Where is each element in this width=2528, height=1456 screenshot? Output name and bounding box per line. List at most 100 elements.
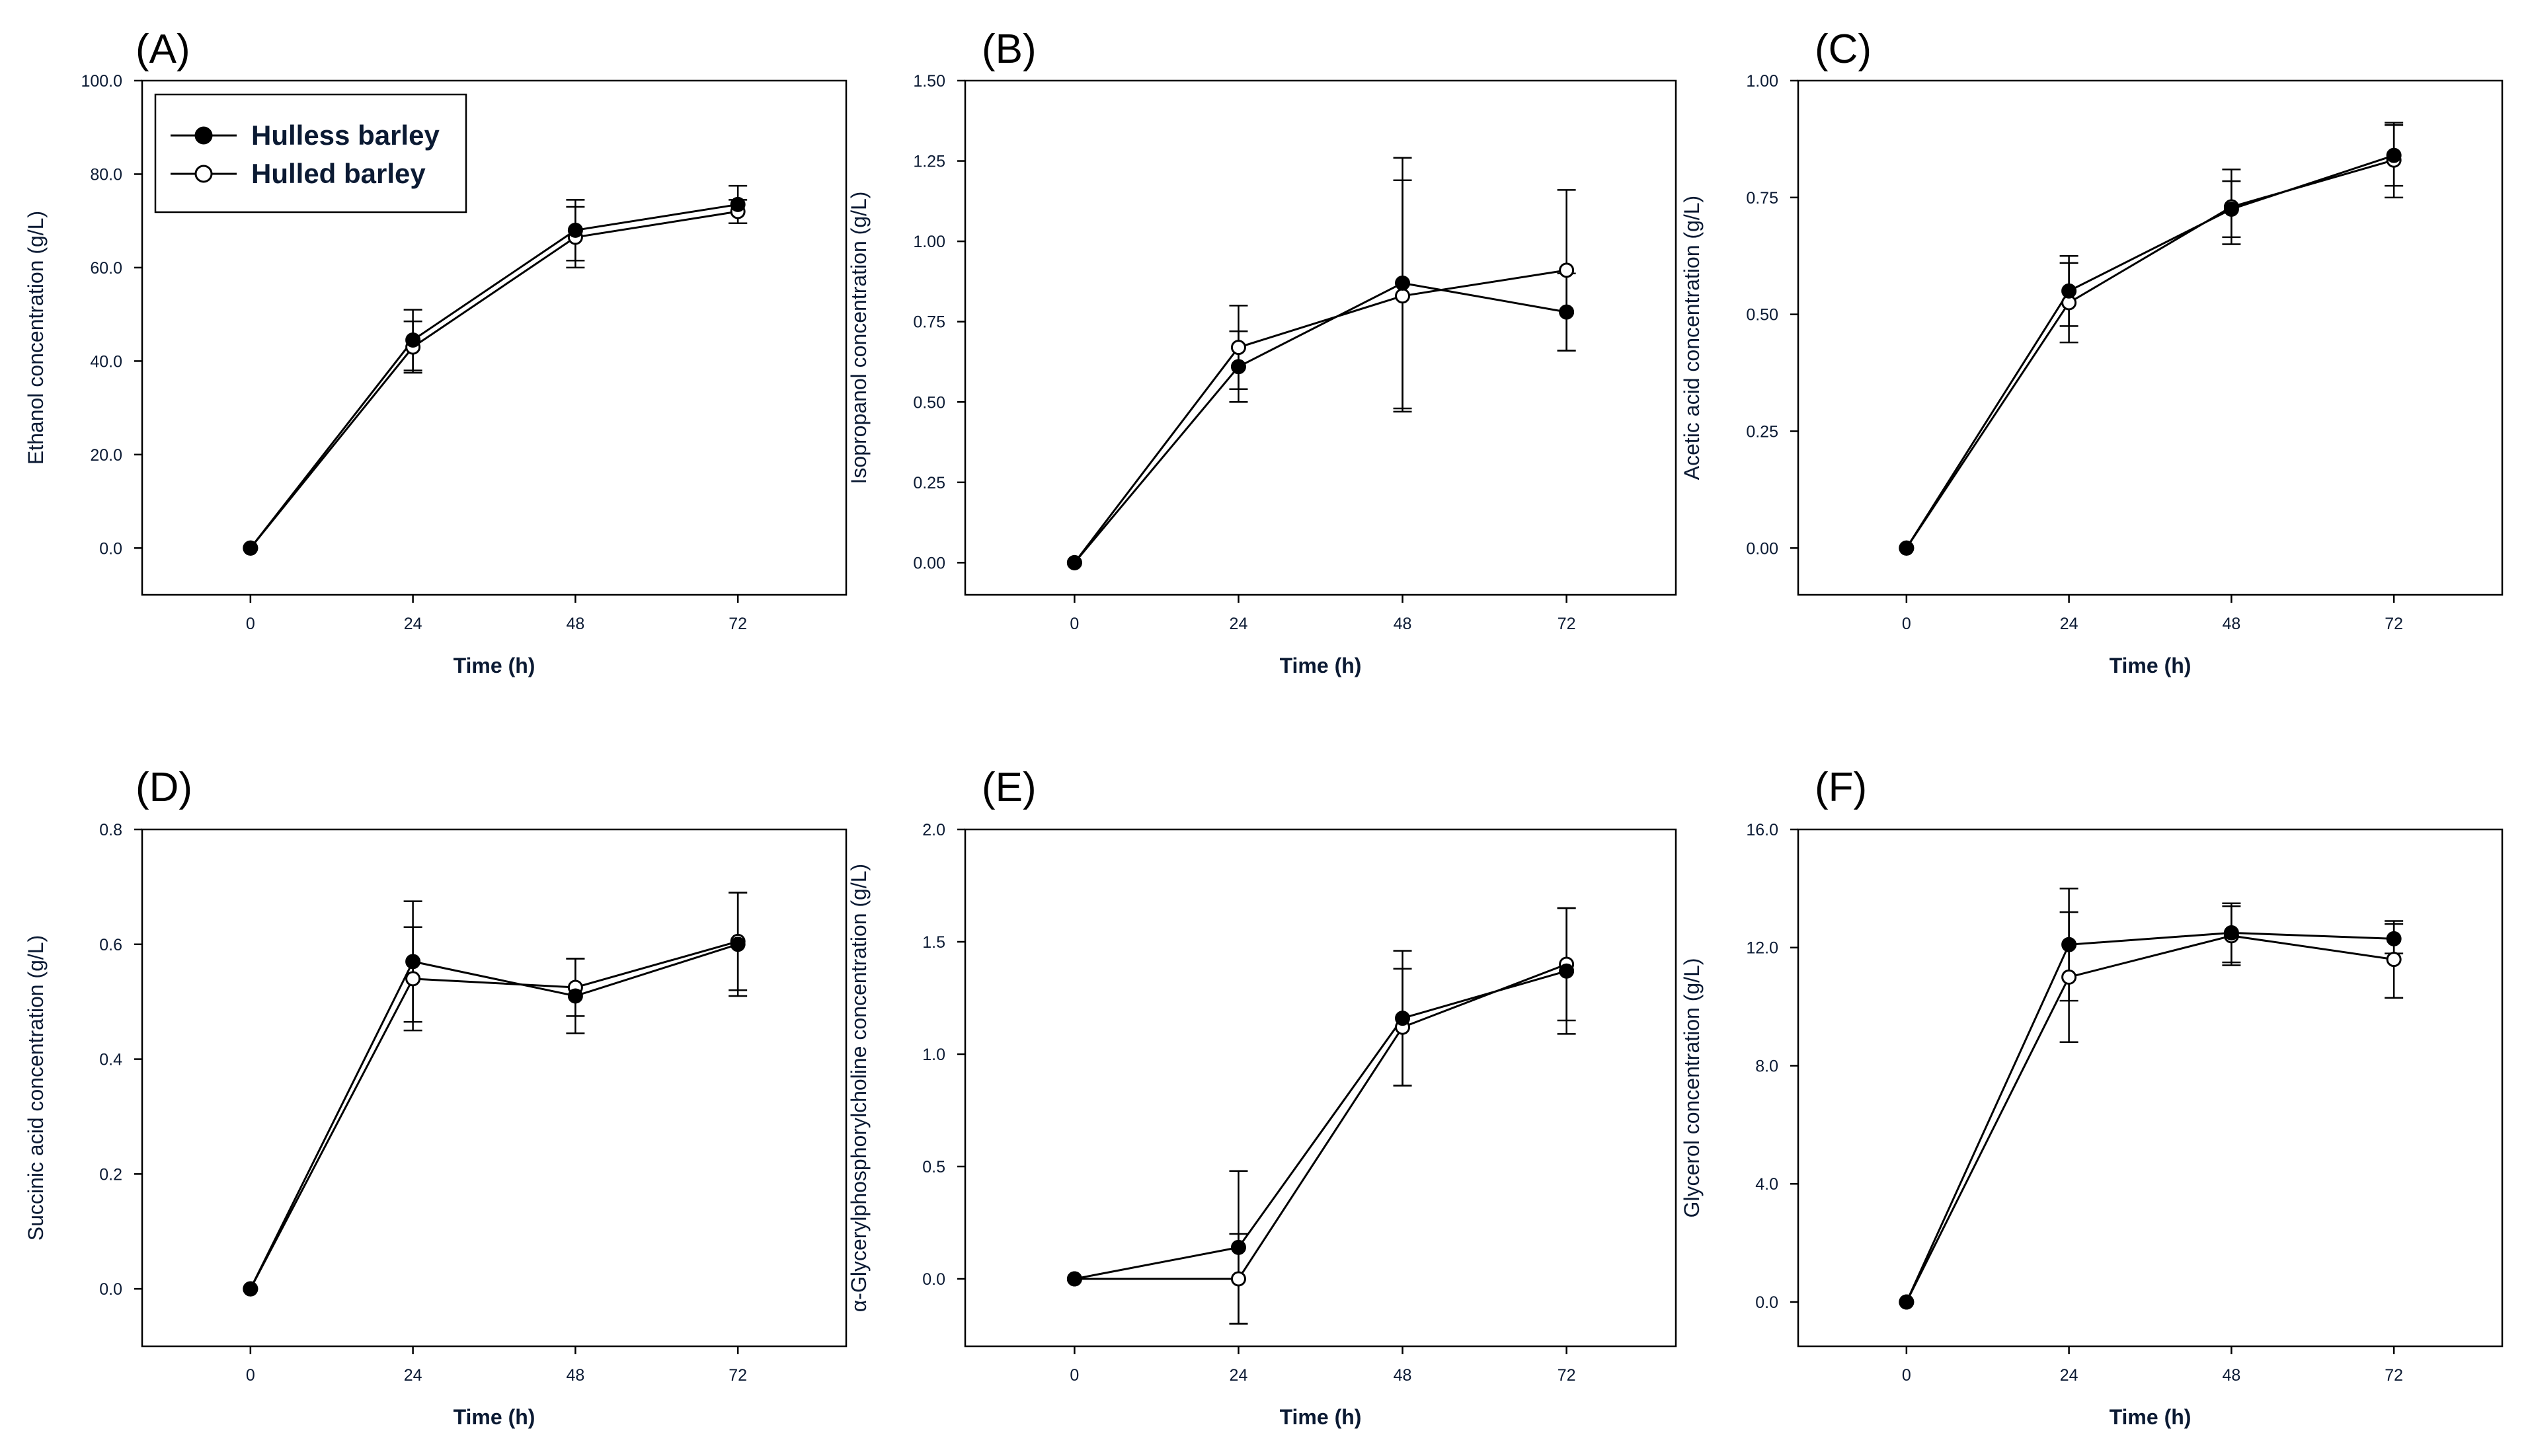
- chart-panel: (A) 0 24 48 72 0.0 20.0 40.0 60.0 80.0 100.0 Time (…: [24, 26, 848, 677]
- data-point: [405, 332, 421, 348]
- y-tick-label: 0.0: [99, 539, 122, 558]
- x-tick-label: 0: [246, 615, 255, 633]
- data-point: [1559, 963, 1575, 979]
- series-line: [1074, 963, 1567, 1280]
- y-tick-label: 0.0: [1755, 1293, 1778, 1312]
- plot-frame: [141, 79, 848, 596]
- series-line: [1074, 970, 1567, 1280]
- y-tick-label: 4.0: [1755, 1175, 1778, 1194]
- y-tick-label: 60.0: [90, 259, 122, 278]
- y-tick-label: 0.00: [1746, 539, 1778, 558]
- panel-label: (F): [1815, 765, 1867, 810]
- y-tick-label: 0.00: [913, 554, 945, 572]
- x-tick-label: 72: [1558, 615, 1576, 633]
- panel-label: (B): [982, 26, 1037, 72]
- series-line: [1905, 159, 2394, 549]
- x-tick-label: 24: [2060, 1366, 2078, 1385]
- y-tick-label: 100.0: [81, 72, 122, 91]
- x-tick-label: 48: [1394, 615, 1412, 633]
- data-point: [1395, 275, 1411, 291]
- x-tick-label: 48: [2222, 615, 2240, 633]
- x-axis-title: Time (h): [454, 654, 535, 677]
- data-point: [243, 1281, 258, 1297]
- x-tick-label: 0: [1902, 615, 1911, 633]
- y-tick-label: 2.0: [922, 821, 945, 839]
- data-point: [730, 196, 746, 212]
- x-tick-label: 72: [2385, 1366, 2403, 1385]
- x-tick-label: 24: [1230, 615, 1248, 633]
- plot-frame: [964, 828, 1677, 1348]
- plot-frame: [141, 828, 848, 1348]
- y-tick-label: 0.2: [99, 1165, 122, 1184]
- y-tick-label: 1.0: [922, 1046, 945, 1064]
- y-tick-label: 16.0: [1746, 821, 1778, 839]
- x-axis-title: Time (h): [1280, 1405, 1362, 1429]
- panel-label: (C): [1815, 26, 1872, 72]
- legend-marker: [194, 165, 213, 183]
- x-tick-label: 0: [246, 1366, 255, 1385]
- y-axis-title: Ethanol concentration (g/L): [24, 211, 48, 465]
- x-axis-title: Time (h): [454, 1405, 535, 1429]
- legend-label: Hulless barley: [251, 120, 440, 151]
- data-point: [1559, 262, 1575, 278]
- data-point: [1395, 1011, 1411, 1026]
- data-point: [1066, 555, 1082, 570]
- data-point: [2223, 202, 2239, 217]
- y-tick-label: 1.00: [913, 233, 945, 251]
- x-tick-label: 48: [566, 1366, 584, 1385]
- x-tick-label: 24: [1230, 1366, 1248, 1385]
- y-tick-label: 0.75: [913, 313, 945, 332]
- data-point: [2061, 283, 2077, 299]
- legend-marker: [194, 126, 213, 145]
- chart-panel: (E) 0 24 48 72 0.0 0.5 1.0 1.5 2.0 Time (h) α-Glyce…: [847, 765, 1677, 1429]
- x-tick-label: 72: [2385, 615, 2403, 633]
- y-axis-title: Glycerol concentration (g/L): [1680, 958, 1704, 1217]
- data-point: [2061, 937, 2077, 952]
- legend-box: [154, 93, 467, 213]
- data-point: [1066, 1271, 1082, 1287]
- plot-frame: [1797, 828, 2504, 1348]
- data-point: [1230, 1271, 1246, 1287]
- data-point: [2386, 952, 2402, 968]
- y-axis-title: Acetic acid concentration (g/L): [1680, 196, 1704, 480]
- x-tick-label: 72: [1558, 1366, 1576, 1385]
- panel-label: (D): [136, 765, 192, 810]
- legend-label: Hulled barley: [251, 158, 426, 189]
- series-line: [249, 943, 738, 1289]
- y-tick-label: 0.25: [913, 474, 945, 492]
- data-point: [2386, 147, 2402, 163]
- y-tick-label: 0.5: [922, 1158, 945, 1176]
- plot-frame: [1797, 79, 2504, 596]
- y-tick-label: 1.50: [913, 72, 945, 91]
- x-tick-label: 48: [1394, 1366, 1412, 1385]
- series-line: [249, 210, 738, 549]
- x-tick-label: 48: [566, 615, 584, 633]
- data-point: [243, 540, 258, 556]
- y-axis-title: Isopropanol concentration (g/L): [847, 192, 871, 484]
- y-tick-label: 0.25: [1746, 422, 1778, 441]
- panel-label: (A): [136, 26, 190, 72]
- legend: Hulless barley Hulled barley: [154, 93, 467, 213]
- data-point: [2061, 969, 2077, 985]
- data-point: [2223, 925, 2239, 940]
- series-line: [1905, 154, 2394, 549]
- y-tick-label: 40.0: [90, 352, 122, 371]
- y-tick-label: 8.0: [1755, 1057, 1778, 1075]
- x-axis-title: Time (h): [2110, 654, 2192, 677]
- data-point: [567, 222, 583, 238]
- chart-panel: (B) 0 24 48 72 0.00 0.25 0.50 0.75 1.00 1.25 1.50 Ti…: [847, 26, 1677, 677]
- x-axis-title: Time (h): [1280, 654, 1362, 677]
- y-tick-label: 12.0: [1746, 939, 1778, 958]
- y-tick-label: 0.6: [99, 936, 122, 954]
- series-line: [249, 940, 738, 1289]
- data-point: [1559, 304, 1575, 320]
- y-tick-label: 0.50: [913, 393, 945, 412]
- data-point: [405, 954, 421, 970]
- data-point: [2386, 931, 2402, 946]
- y-axis-title: α-Glycerylphosphorylcholine concentratio…: [847, 864, 871, 1312]
- data-point: [405, 971, 421, 987]
- y-tick-label: 0.0: [922, 1270, 945, 1289]
- y-tick-label: 0.50: [1746, 306, 1778, 325]
- series-line: [1074, 282, 1567, 564]
